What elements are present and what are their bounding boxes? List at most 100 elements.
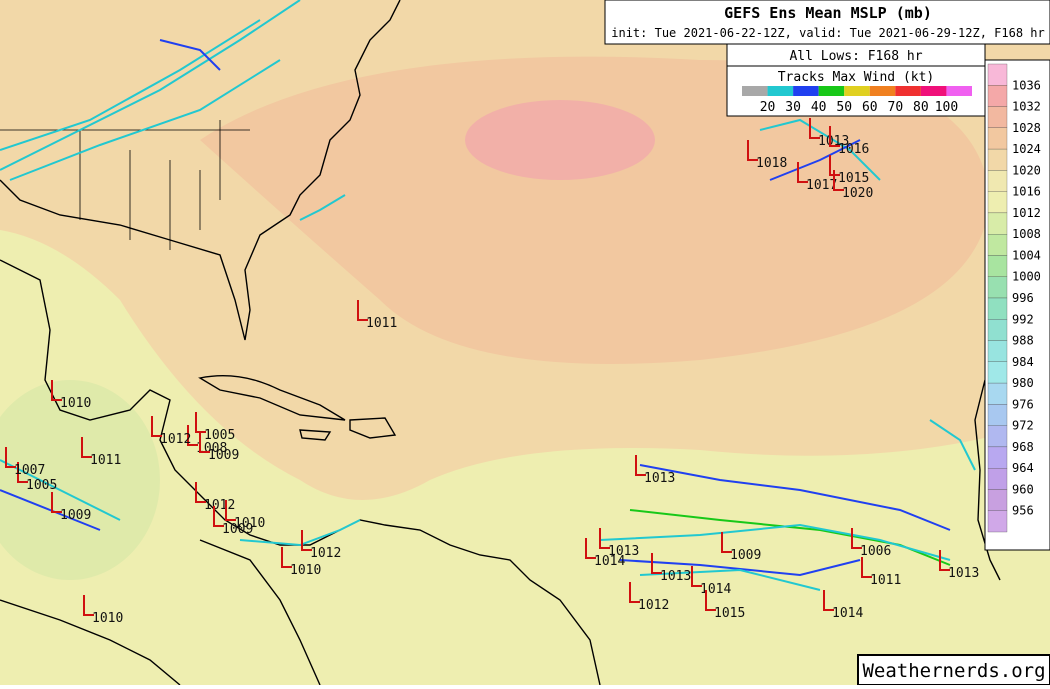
low-marker <box>585 538 596 559</box>
low-marker <box>599 528 610 549</box>
low-marker <box>797 162 808 183</box>
low-label: 1017 <box>806 178 837 193</box>
low-label: 1011 <box>366 316 397 331</box>
colorbar-cell <box>987 382 1008 405</box>
colorbar-label: 1020 <box>1012 163 1041 177</box>
wind-swatch <box>742 86 768 96</box>
colorbar-cell <box>987 85 1008 107</box>
legend-box: All Lows: F168 hr Tracks Max Wind (kt) 2… <box>726 43 986 117</box>
watermark-box: Weathernerds.org <box>857 654 1050 686</box>
low-marker <box>829 126 840 147</box>
colorbar-cell <box>987 106 1008 128</box>
colorbar-label: 992 <box>1012 312 1034 326</box>
low-label: 1015 <box>838 171 869 186</box>
low-label: 1013 <box>818 134 849 149</box>
wind-swatch <box>818 86 845 96</box>
low-marker <box>629 582 640 603</box>
low-label: 1011 <box>870 573 901 588</box>
wind-label: 80 <box>913 100 929 115</box>
colorbar-cell <box>987 468 1008 490</box>
watermark: Weathernerds.org <box>862 660 1045 682</box>
wind-swatch <box>920 86 947 96</box>
subtitle: init: Tue 2021-06-22-12Z, valid: Tue 202… <box>611 26 1044 40</box>
colorbar-cell <box>987 148 1008 171</box>
low-label: 1014 <box>594 554 625 569</box>
low-marker <box>939 550 950 571</box>
wind-swatch <box>895 86 921 96</box>
low-label: 1018 <box>756 156 787 171</box>
title-box: GEFS Ens Mean MSLP (mb) init: Tue 2021-0… <box>604 0 1050 45</box>
low-marker <box>823 590 834 611</box>
colorbar-cell <box>987 361 1008 384</box>
wind-label: 60 <box>862 100 878 115</box>
low-marker <box>747 140 758 161</box>
wind-label: 50 <box>836 100 852 115</box>
low-marker <box>17 462 28 483</box>
low-marker <box>51 492 62 513</box>
low-marker <box>705 590 716 611</box>
low-label: 1016 <box>838 142 869 157</box>
wind-swatch <box>767 86 794 96</box>
pressure-1012 <box>0 380 160 580</box>
low-marker <box>199 432 210 453</box>
low-marker <box>195 412 206 433</box>
lows-title: All Lows: F168 hr <box>789 49 922 64</box>
low-label: 1020 <box>842 186 873 201</box>
colorbar-cell <box>987 255 1008 277</box>
low-marker <box>691 566 702 587</box>
low-label: 1012 <box>310 546 341 561</box>
low-marker <box>83 595 94 616</box>
low-marker <box>833 170 844 191</box>
colorbar-cell <box>987 319 1008 341</box>
colorbar-cell <box>987 489 1008 511</box>
colorbar-label: 976 <box>1012 397 1034 411</box>
wind-swatch <box>844 86 870 96</box>
colorbar-label: 972 <box>1012 419 1034 433</box>
low-marker <box>213 506 224 527</box>
low-marker <box>51 380 62 401</box>
low-marker <box>861 557 872 578</box>
low-marker <box>721 532 732 553</box>
title: GEFS Ens Mean MSLP (mb) <box>724 4 932 22</box>
colorbar-label: 1004 <box>1012 248 1041 262</box>
low-label: 1007 <box>14 463 45 478</box>
colorbar-cell <box>987 127 1008 150</box>
low-label: 1014 <box>832 606 863 621</box>
colorbar-label: 1012 <box>1012 206 1041 220</box>
colorbar-label: 1008 <box>1012 227 1041 241</box>
low-label: 1011 <box>90 453 121 468</box>
wind-swatch <box>869 86 896 96</box>
low-marker <box>651 553 662 574</box>
wind-label: 100 <box>935 100 958 115</box>
colorbar-label: 964 <box>1012 461 1034 475</box>
colorbar-cell <box>987 170 1008 192</box>
pressure-1028 <box>465 100 655 180</box>
colorbar-label: 956 <box>1012 504 1034 518</box>
wind-label: 30 <box>785 100 801 115</box>
low-label: 1012 <box>638 598 669 613</box>
low-label: 1012 <box>160 432 191 447</box>
colorbar-cell <box>987 446 1008 469</box>
colorbar-label: 1028 <box>1012 121 1041 135</box>
low-label: 1010 <box>92 611 123 626</box>
low-label: 1013 <box>948 566 979 581</box>
low-label: 1014 <box>700 582 731 597</box>
colorbar-label: 988 <box>1012 334 1034 348</box>
wind-label: 20 <box>760 100 776 115</box>
colorbar-label: 1000 <box>1012 270 1041 284</box>
low-label: 1009 <box>222 522 253 537</box>
low-label: 1005 <box>204 428 235 443</box>
low-label: 1010 <box>60 396 91 411</box>
low-label: 1012 <box>204 498 235 513</box>
colorbar-cell <box>987 404 1008 426</box>
low-label: 1013 <box>608 544 639 559</box>
low-marker <box>301 530 312 551</box>
colorbar-label: 968 <box>1012 440 1034 454</box>
colorbar-label: 960 <box>1012 482 1034 496</box>
colorbar-cell <box>987 510 1008 533</box>
colorbar-label: 1036 <box>1012 78 1041 92</box>
wind-swatch <box>946 86 972 96</box>
low-marker <box>809 118 820 139</box>
